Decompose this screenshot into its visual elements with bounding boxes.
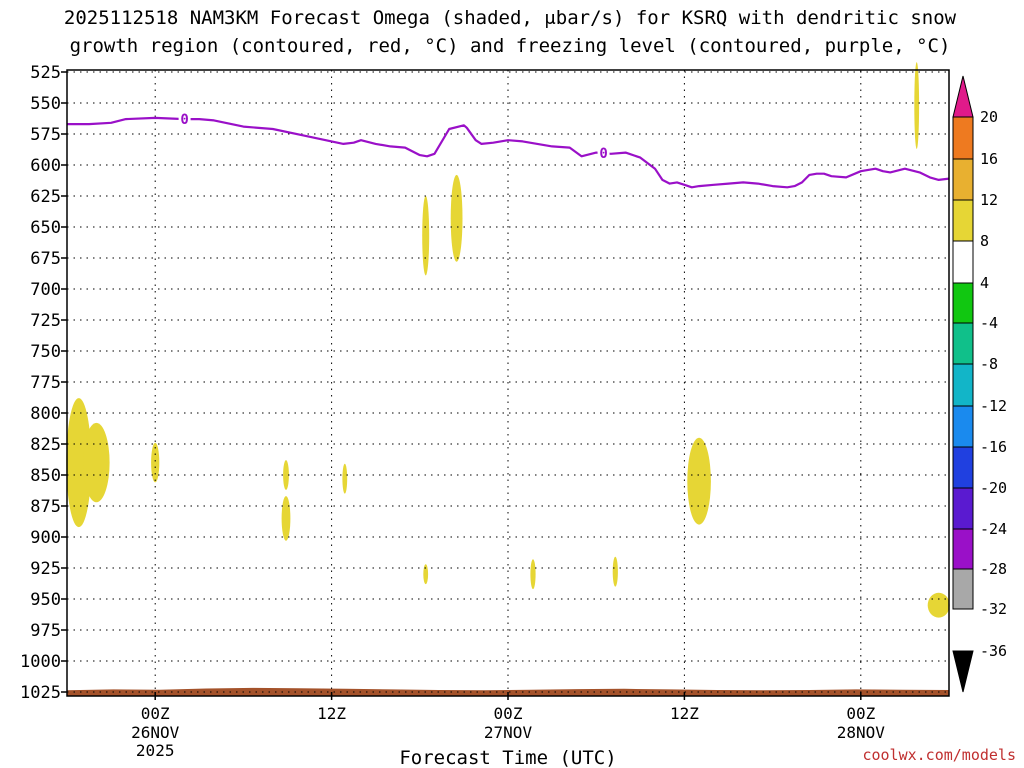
colorbar-label: -32: [980, 600, 1007, 618]
pressure-tick-label: 700: [30, 280, 61, 300]
omega-region-negative: [231, 575, 241, 598]
pressure-tick-label: 775: [30, 373, 61, 393]
omega-region-negative: [453, 63, 457, 94]
omega-region-positive: [283, 460, 289, 490]
omega-region-negative: [251, 543, 265, 606]
omega-region-positive: [914, 62, 920, 149]
colorbar-label: -8: [980, 355, 998, 373]
year-label: 2025: [136, 741, 175, 760]
colorbar-label: -4: [980, 314, 998, 332]
colorbar-label: 12: [980, 191, 998, 209]
colorbar-band: [952, 487, 974, 530]
omega-region-positive: [83, 422, 110, 503]
plot-area: 00: [66, 62, 950, 697]
colorbar-label: -20: [980, 479, 1007, 497]
pressure-axis: 525 550 575 600 625 650 675 700 725 750 775 800 825 8…: [20, 63, 67, 703]
colorbar-band: [952, 240, 974, 284]
grid-lines: [67, 70, 949, 696]
colorbar-band: [952, 405, 974, 448]
time-tick-label: 12Z: [670, 704, 699, 723]
pressure-tick-label: 925: [30, 559, 61, 579]
omega-region-negative: [256, 475, 266, 550]
pressure-tick-label: 1000: [20, 652, 61, 672]
omega-region-negative: [453, 394, 460, 482]
date-label: 28NOV: [837, 723, 886, 742]
freezing-level-label: 0: [180, 112, 188, 128]
freezing-label-bg: [178, 111, 191, 128]
pressure-tick-label: 650: [30, 218, 61, 238]
colorbar-band: [952, 282, 974, 324]
pressure-tick-label: 525: [30, 63, 61, 83]
omega-region-positive: [151, 442, 160, 483]
pressure-tick-label: 850: [30, 466, 61, 486]
x-axis-label: Forecast Time (UTC): [399, 747, 616, 768]
pressure-tick-label: 800: [30, 404, 61, 424]
pressure-tick-label: 600: [30, 156, 61, 176]
freezing-label-bg: [597, 145, 610, 162]
colorbar-band: [952, 446, 974, 489]
time-tick-label: 00Z: [141, 704, 170, 723]
omega-region-negative: [67, 580, 73, 630]
pressure-tick-label: 750: [30, 342, 61, 362]
freezing-level-line: [67, 116, 950, 189]
colorbar-band: [952, 322, 974, 365]
omega-region-positive: [342, 463, 348, 494]
colorbar-band: [952, 568, 974, 610]
colorbar-band: [952, 363, 974, 407]
colorbar-label: 20: [980, 108, 998, 126]
colorbar-band: [952, 116, 974, 160]
colorbar-label: -16: [980, 438, 1007, 456]
pressure-tick-label: 900: [30, 528, 61, 548]
colorbar-top-arrow: [952, 75, 974, 118]
time-tick-label: 12Z: [317, 704, 346, 723]
pressure-tick-label: 1025: [20, 683, 61, 703]
colorbar-band: [952, 528, 974, 570]
time-tick-label: 00Z: [494, 704, 523, 723]
date-label: 27NOV: [484, 723, 533, 742]
omega-region-positive: [530, 559, 536, 590]
colorbar-label: -28: [980, 560, 1007, 578]
pressure-tick-label: 675: [30, 249, 61, 269]
pressure-tick-label: 950: [30, 590, 61, 610]
credit-text: coolwx.com/models: [862, 746, 1016, 764]
colorbar-label: 8: [980, 232, 989, 250]
pressure-tick-label: 575: [30, 125, 61, 145]
omega-region-positive: [422, 196, 430, 276]
omega-shading: [66, 62, 950, 654]
chart-title-line2: growth region (contoured, red, °C) and f…: [70, 35, 951, 57]
colorbar-label: -36: [980, 642, 1007, 660]
colorbar-label: -24: [980, 520, 1007, 538]
terrain-fill: [67, 687, 949, 696]
omega-region-negative: [382, 594, 402, 654]
pressure-tick-label: 825: [30, 435, 61, 455]
colorbar-bottom-arrow: [952, 650, 974, 693]
pressure-tick-label: 875: [30, 497, 61, 517]
colorbar-band: [952, 199, 974, 242]
colorbar-label: -12: [980, 397, 1007, 415]
pressure-tick-label: 975: [30, 621, 61, 641]
colorbar-label: 4: [980, 274, 989, 292]
colorbar-label: 16: [980, 150, 998, 168]
pressure-tick-label: 725: [30, 311, 61, 331]
freezing-level-contour: 00: [67, 111, 950, 189]
omega-region-positive: [687, 437, 711, 525]
omega-region-positive: [423, 564, 429, 585]
pressure-tick-label: 550: [30, 94, 61, 114]
pressure-tick-label: 625: [30, 187, 61, 207]
time-tick-label: 00Z: [846, 704, 875, 723]
chart-title-line1: 2025112518 NAM3KM Forecast Omega (shaded…: [64, 7, 957, 29]
freezing-level-label: 0: [599, 146, 607, 162]
date-label: 26NOV: [131, 723, 180, 742]
omega-region-positive: [450, 174, 463, 262]
omega-region-positive: [281, 496, 291, 541]
omega-region-positive: [612, 556, 618, 587]
omega-region-positive: [66, 398, 92, 528]
colorbar-legend: 20 16 12 8 4 -4 -8 -12 -16 -20 -24 -28 -32 -36: [952, 75, 1007, 693]
terrain-layer: [67, 687, 949, 696]
colorbar-band: [952, 158, 974, 201]
omega-region-positive: [927, 592, 950, 618]
omega-region-negative: [664, 289, 669, 376]
